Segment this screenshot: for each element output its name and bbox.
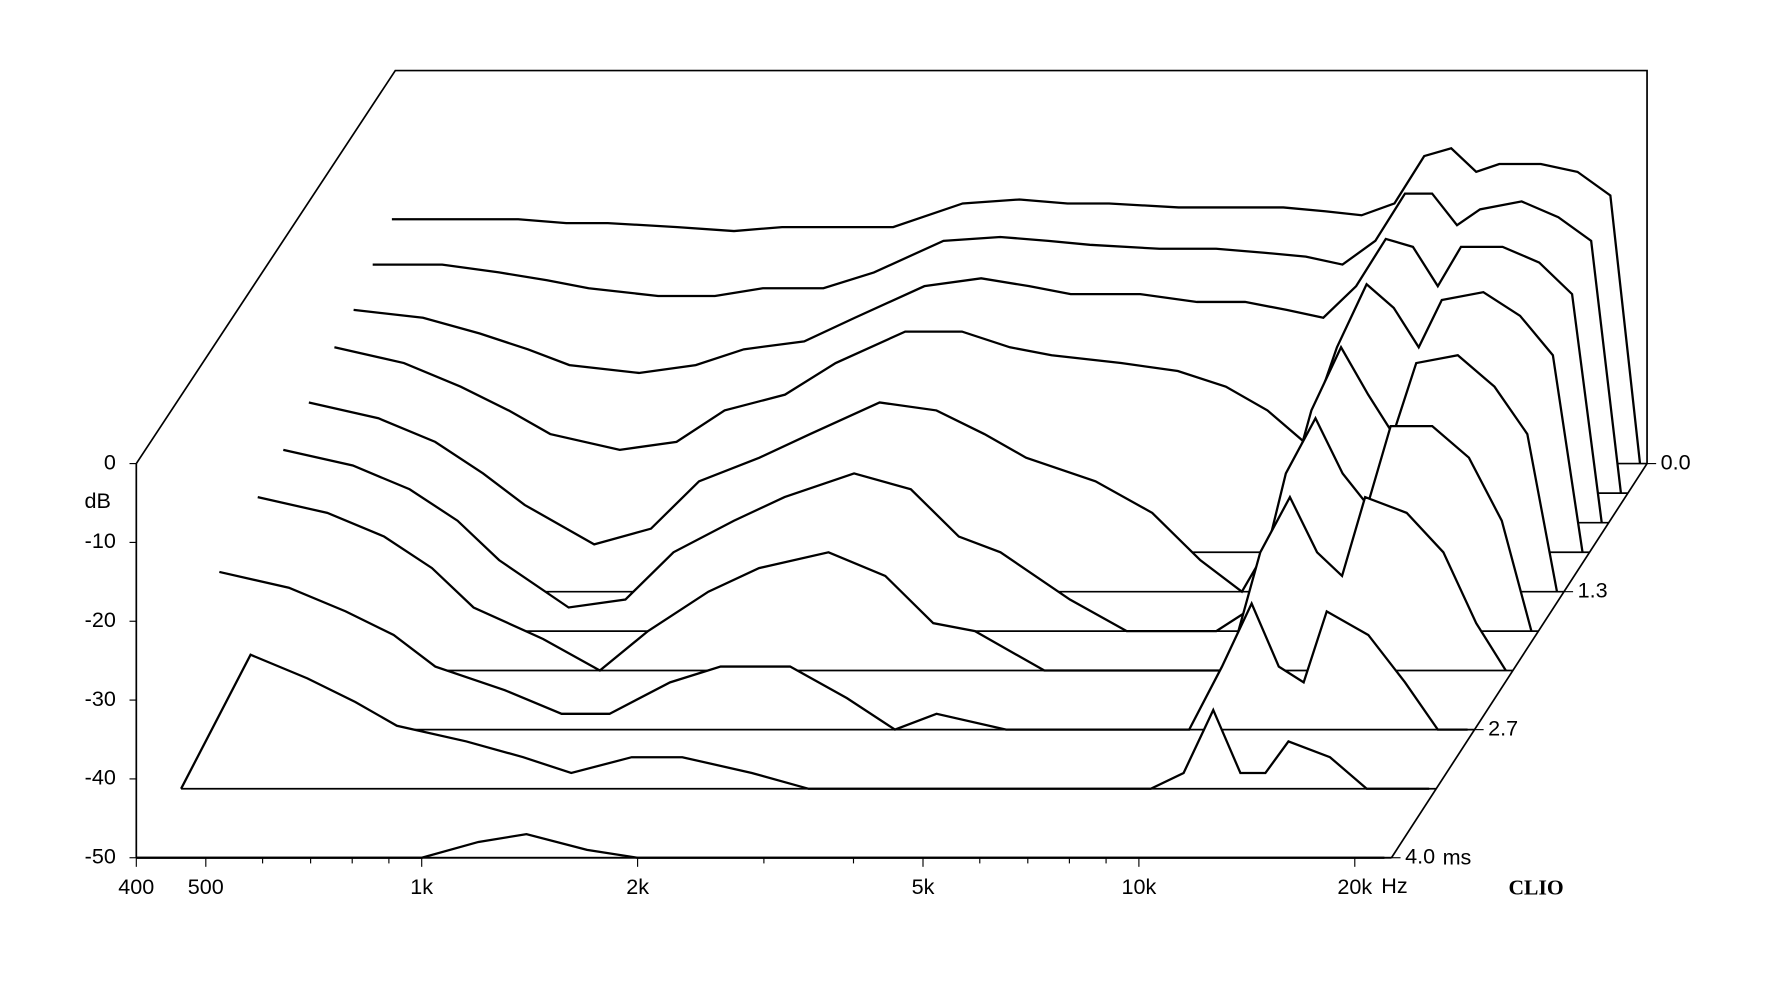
slice-fill (283, 418, 1539, 632)
x-tick-label: 20k (1337, 874, 1372, 899)
time-tick-label: 2.7 (1488, 715, 1518, 740)
x-tick-label: 2k (626, 874, 649, 899)
slice-curve (391, 146, 1642, 464)
x-tick-label: 10k (1121, 874, 1156, 899)
x-unit: Hz (1381, 873, 1407, 898)
y-tick-label: -30 (85, 686, 116, 711)
slice-curve (283, 415, 1533, 633)
time-tick-label: 4.0 (1405, 843, 1435, 868)
slice-curve (372, 192, 1623, 494)
slice-fill (257, 497, 1513, 671)
slice-curve (334, 282, 1584, 553)
slice-fill (308, 347, 1564, 592)
slice-fill (181, 654, 1437, 789)
y-tick-label: -10 (85, 528, 116, 553)
slice-curve (136, 832, 1385, 859)
x-tick-label: 500 (188, 874, 224, 899)
slice-curve (308, 344, 1559, 594)
y-tick-label: -40 (85, 765, 116, 790)
slice-curve (180, 653, 1430, 790)
back-frame (135, 69, 1648, 465)
time-tick-label: 0.0 (1661, 449, 1691, 474)
brand: CLIO (1508, 875, 1563, 899)
y-tick-label: -50 (85, 843, 116, 868)
y-tick-label: -20 (85, 607, 116, 632)
y-axis-label: dB (84, 488, 110, 513)
slice-curve (219, 570, 1468, 731)
slice-curve (353, 237, 1603, 523)
slice-curve (257, 494, 1507, 672)
y-tick-label: 0 (104, 449, 116, 474)
time-unit: ms (1443, 845, 1472, 870)
slice-fill (334, 284, 1590, 553)
time-axis (1390, 463, 1648, 859)
time-tick-label: 1.3 (1578, 577, 1608, 602)
x-tick-label: 5k (912, 874, 935, 899)
x-tick-label: 400 (118, 874, 154, 899)
slice-fill (136, 834, 1392, 858)
x-tick-label: 1k (410, 874, 433, 899)
